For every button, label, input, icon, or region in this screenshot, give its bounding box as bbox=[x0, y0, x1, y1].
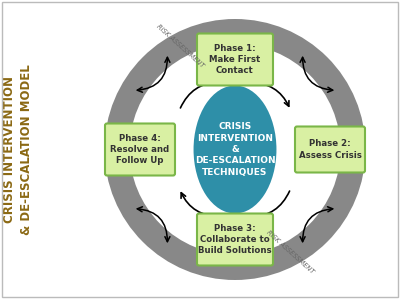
Text: Phase 2:
Assess Crisis: Phase 2: Assess Crisis bbox=[298, 139, 362, 160]
Circle shape bbox=[118, 33, 352, 266]
FancyBboxPatch shape bbox=[105, 123, 175, 176]
Text: CRISIS INTERVENTION
& DE-ESCALATION MODEL: CRISIS INTERVENTION & DE-ESCALATION MODE… bbox=[3, 64, 33, 235]
Text: RISK ASSESSMENT: RISK ASSESSMENT bbox=[155, 24, 205, 69]
FancyArrowPatch shape bbox=[250, 83, 289, 106]
FancyArrowPatch shape bbox=[300, 57, 333, 92]
Text: Phase 3:
Collaborate to
Build Solutions: Phase 3: Collaborate to Build Solutions bbox=[198, 224, 272, 255]
Text: Phase 1:
Make First
Contact: Phase 1: Make First Contact bbox=[209, 44, 261, 75]
Text: Phase 4:
Resolve and
Follow Up: Phase 4: Resolve and Follow Up bbox=[110, 134, 170, 165]
FancyArrowPatch shape bbox=[181, 193, 220, 216]
FancyArrowPatch shape bbox=[137, 207, 170, 242]
FancyBboxPatch shape bbox=[295, 126, 365, 173]
FancyArrowPatch shape bbox=[180, 80, 218, 108]
Text: CRISIS
INTERVENTION
&
DE-ESCALATION
TECHNIQUES: CRISIS INTERVENTION & DE-ESCALATION TECH… bbox=[195, 122, 275, 177]
Ellipse shape bbox=[192, 85, 278, 214]
Text: RISK ASSESSMENT: RISK ASSESSMENT bbox=[265, 230, 315, 275]
FancyBboxPatch shape bbox=[197, 33, 273, 86]
FancyArrowPatch shape bbox=[300, 207, 333, 242]
FancyArrowPatch shape bbox=[137, 57, 170, 92]
FancyBboxPatch shape bbox=[197, 213, 273, 266]
FancyArrowPatch shape bbox=[252, 191, 290, 219]
